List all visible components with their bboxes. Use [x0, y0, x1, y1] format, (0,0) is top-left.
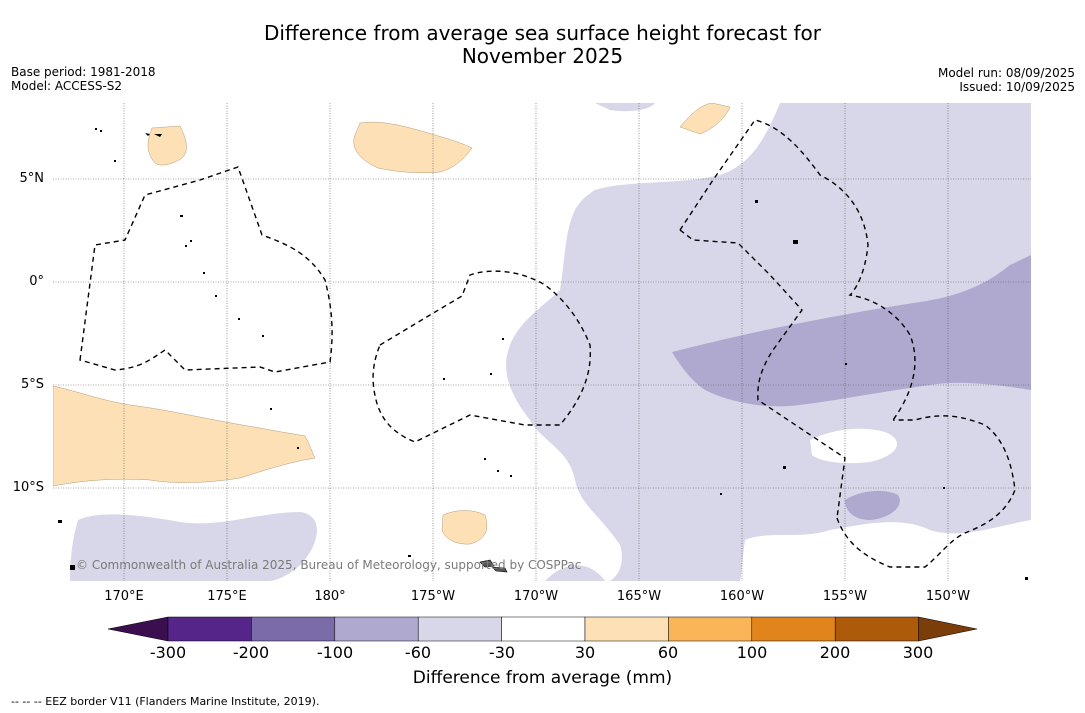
anomaly-region-neg100-60 [672, 255, 1031, 407]
model-run: Model run: 08/09/2025 [937, 66, 1075, 80]
colorbar-tick: -30 [488, 643, 516, 662]
chart-title: Difference from average sea surface heig… [0, 22, 1085, 68]
lon-label-155w: 155°W [822, 589, 868, 604]
colorbar-tick: 60 [657, 643, 679, 662]
lon-label-165w: 165°W [616, 589, 662, 604]
anomaly-blob-pos30-60-c [679, 103, 731, 135]
eez-border-line-south [679, 229, 846, 519]
lon-label-170e: 170°E [104, 589, 144, 604]
lat-label-5n: 5°N [19, 171, 45, 186]
colorbar-segment-3 [334, 616, 419, 642]
colorbar-tick: -60 [404, 643, 432, 662]
colorbar-title: Difference from average (mm) [412, 668, 673, 688]
anomaly-hole-east [810, 428, 897, 464]
anomaly-blob-top [595, 103, 655, 112]
colorbar-extend-high [918, 616, 978, 642]
colorbar-segment-5 [501, 616, 586, 642]
eez-footnote: -- -- -- EEZ border V11 (Flanders Marine… [11, 695, 320, 708]
anomaly-blob-pos30-60-d [441, 510, 488, 545]
anomaly-blob-pos30-60-b [353, 121, 473, 173]
lon-label-150w: 150°W [925, 589, 971, 604]
colorbar-extend-low [107, 616, 169, 642]
lon-label-180: 180° [314, 589, 346, 604]
title-line-1: Difference from average sea surface heig… [263, 21, 822, 45]
island-samoa [479, 559, 508, 573]
anomaly-blob-bottom [545, 565, 605, 581]
colorbar-segment-8 [751, 616, 836, 642]
lat-label-10s: 10°S [12, 480, 44, 495]
base-period: Base period: 1981-2018 [11, 65, 156, 79]
colorbar-segment-9 [834, 616, 919, 642]
colorbar-tick: -300 [149, 643, 187, 662]
colorbar-tick: 100 [736, 643, 768, 662]
land-islands [58, 128, 1028, 580]
meta-right: Model run: 08/09/2025 Issued: 10/09/2025 [938, 66, 1075, 94]
colorbar-segment-1 [167, 616, 252, 642]
eez-border-kiribati-line [679, 119, 916, 421]
colorbar-tick: 200 [819, 643, 851, 662]
eez-borders [79, 119, 1016, 568]
anomaly-region-pos30-60-west [53, 385, 316, 487]
colorbar [107, 616, 978, 646]
eez-border-cook [836, 415, 1016, 568]
lon-label-170w: 170°W [513, 589, 559, 604]
colorbar-tick: 300 [902, 643, 934, 662]
eez-border-tuvalu [372, 270, 592, 443]
lon-label-175e: 175°E [207, 589, 247, 604]
lon-label-160w: 160°W [719, 589, 765, 604]
lat-label-0: 0° [29, 274, 44, 289]
title-line-2: November 2025 [461, 44, 624, 68]
latitude-gridlines [53, 178, 1031, 489]
lon-label-175w: 175°W [410, 589, 456, 604]
model-name: Model: ACCESS-S2 [11, 79, 123, 93]
anomaly-blob-neg100-60 [845, 490, 900, 520]
colorbar-tick: -200 [232, 643, 270, 662]
colorbar-svg [107, 616, 978, 642]
island [145, 133, 162, 137]
anomaly-region-neg60-30-southwest [70, 512, 317, 581]
issued-date: Issued: 10/09/2025 [959, 80, 1075, 94]
longitude-gridlines [123, 103, 949, 581]
meta-left: Base period: 1981-2018 Model: ACCESS-S2 [11, 65, 156, 93]
colorbar-segment-7 [668, 616, 753, 642]
colorbar-segment-6 [584, 616, 669, 642]
colorbar-segment-4 [417, 616, 502, 642]
eez-border-kiribati-gilbert [79, 166, 333, 373]
map-svg [53, 103, 1031, 581]
colorbar-tick: 30 [574, 643, 596, 662]
lat-label-5s: 5°S [20, 377, 44, 392]
colorbar-segment-2 [251, 616, 336, 642]
map-panel [53, 103, 1031, 581]
colorbar-tick: -100 [316, 643, 354, 662]
copyright-notice: © Commonwealth of Australia 2025, Bureau… [76, 558, 582, 572]
